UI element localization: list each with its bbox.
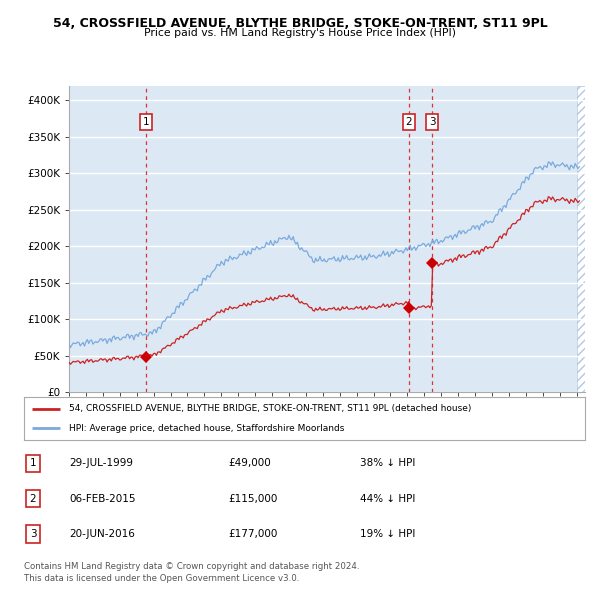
Text: 3: 3 xyxy=(29,529,37,539)
Text: Contains HM Land Registry data © Crown copyright and database right 2024.
This d: Contains HM Land Registry data © Crown c… xyxy=(24,562,359,583)
Text: 20-JUN-2016: 20-JUN-2016 xyxy=(69,529,135,539)
Text: Price paid vs. HM Land Registry's House Price Index (HPI): Price paid vs. HM Land Registry's House … xyxy=(144,28,456,38)
Text: 44% ↓ HPI: 44% ↓ HPI xyxy=(360,494,415,503)
Text: 29-JUL-1999: 29-JUL-1999 xyxy=(69,458,133,468)
Text: 06-FEB-2015: 06-FEB-2015 xyxy=(69,494,136,503)
Text: 1: 1 xyxy=(29,458,37,468)
Text: 1: 1 xyxy=(143,117,149,127)
Text: HPI: Average price, detached house, Staffordshire Moorlands: HPI: Average price, detached house, Staf… xyxy=(69,424,344,432)
Text: £115,000: £115,000 xyxy=(228,494,277,503)
Text: £49,000: £49,000 xyxy=(228,458,271,468)
Text: £177,000: £177,000 xyxy=(228,529,277,539)
Bar xyxy=(577,86,593,392)
Text: 54, CROSSFIELD AVENUE, BLYTHE BRIDGE, STOKE-ON-TRENT, ST11 9PL: 54, CROSSFIELD AVENUE, BLYTHE BRIDGE, ST… xyxy=(53,17,547,30)
Text: 54, CROSSFIELD AVENUE, BLYTHE BRIDGE, STOKE-ON-TRENT, ST11 9PL (detached house): 54, CROSSFIELD AVENUE, BLYTHE BRIDGE, ST… xyxy=(69,404,471,413)
Text: 19% ↓ HPI: 19% ↓ HPI xyxy=(360,529,415,539)
Text: 2: 2 xyxy=(29,494,37,503)
Text: 38% ↓ HPI: 38% ↓ HPI xyxy=(360,458,415,468)
Bar xyxy=(577,86,593,392)
Text: 2: 2 xyxy=(406,117,412,127)
Text: 3: 3 xyxy=(429,117,436,127)
